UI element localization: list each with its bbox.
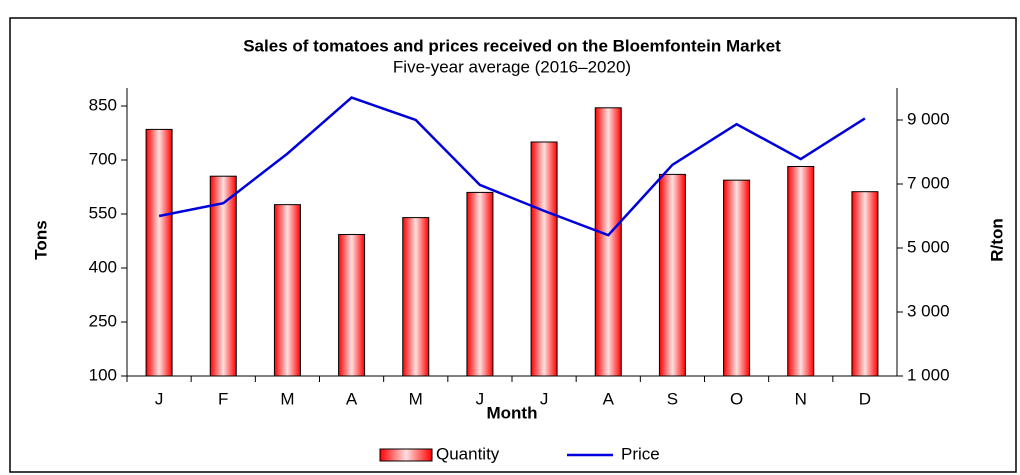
y-tick-label: 400 bbox=[89, 257, 117, 276]
y2-axis-label: R/ton bbox=[987, 218, 1006, 261]
x-tick-label: F bbox=[218, 389, 228, 408]
legend-label: Quantity bbox=[436, 444, 500, 463]
bar bbox=[594, 107, 622, 377]
x-tick-label: O bbox=[730, 389, 743, 408]
bar bbox=[273, 204, 301, 377]
y-tick-label: 550 bbox=[89, 203, 117, 222]
bar bbox=[145, 128, 173, 377]
bar bbox=[787, 165, 815, 377]
bar bbox=[530, 141, 558, 377]
bar bbox=[402, 217, 430, 377]
y-tick-label: 850 bbox=[89, 95, 117, 114]
bar bbox=[851, 191, 879, 377]
chart-subtitle: Five-year average (2016–2020) bbox=[393, 57, 631, 76]
y-tick-label: 100 bbox=[89, 365, 117, 384]
legend-label: Price bbox=[621, 444, 660, 463]
chart-title: Sales of tomatoes and prices received on… bbox=[243, 36, 781, 55]
y2-tick-label: 9 000 bbox=[907, 109, 950, 128]
y-tick-label: 700 bbox=[89, 149, 117, 168]
x-axis-label: Month bbox=[487, 403, 538, 422]
bar bbox=[723, 179, 751, 377]
x-tick-label: N bbox=[795, 389, 807, 408]
price-line bbox=[158, 96, 866, 237]
y2-tick-label: 5 000 bbox=[907, 237, 950, 256]
bar bbox=[338, 234, 366, 377]
x-tick-label: M bbox=[280, 389, 294, 408]
x-tick-label: J bbox=[155, 389, 164, 408]
y-tick-label: 250 bbox=[89, 311, 117, 330]
x-tick-label: A bbox=[346, 389, 358, 408]
x-tick-label: D bbox=[859, 389, 871, 408]
bar bbox=[209, 175, 237, 377]
bar bbox=[466, 191, 494, 377]
legend-swatch bbox=[379, 448, 433, 462]
x-tick-label: A bbox=[603, 389, 615, 408]
y-axis-label: Tons bbox=[31, 220, 50, 259]
x-tick-label: J bbox=[476, 389, 485, 408]
y2-tick-label: 1 000 bbox=[907, 365, 950, 384]
chart-frame bbox=[9, 17, 1017, 473]
x-tick-label: S bbox=[667, 389, 678, 408]
x-tick-label: M bbox=[409, 389, 423, 408]
bar bbox=[658, 173, 686, 377]
y2-tick-label: 7 000 bbox=[907, 173, 950, 192]
x-tick-label: J bbox=[540, 389, 549, 408]
y2-tick-label: 3 000 bbox=[907, 301, 950, 320]
